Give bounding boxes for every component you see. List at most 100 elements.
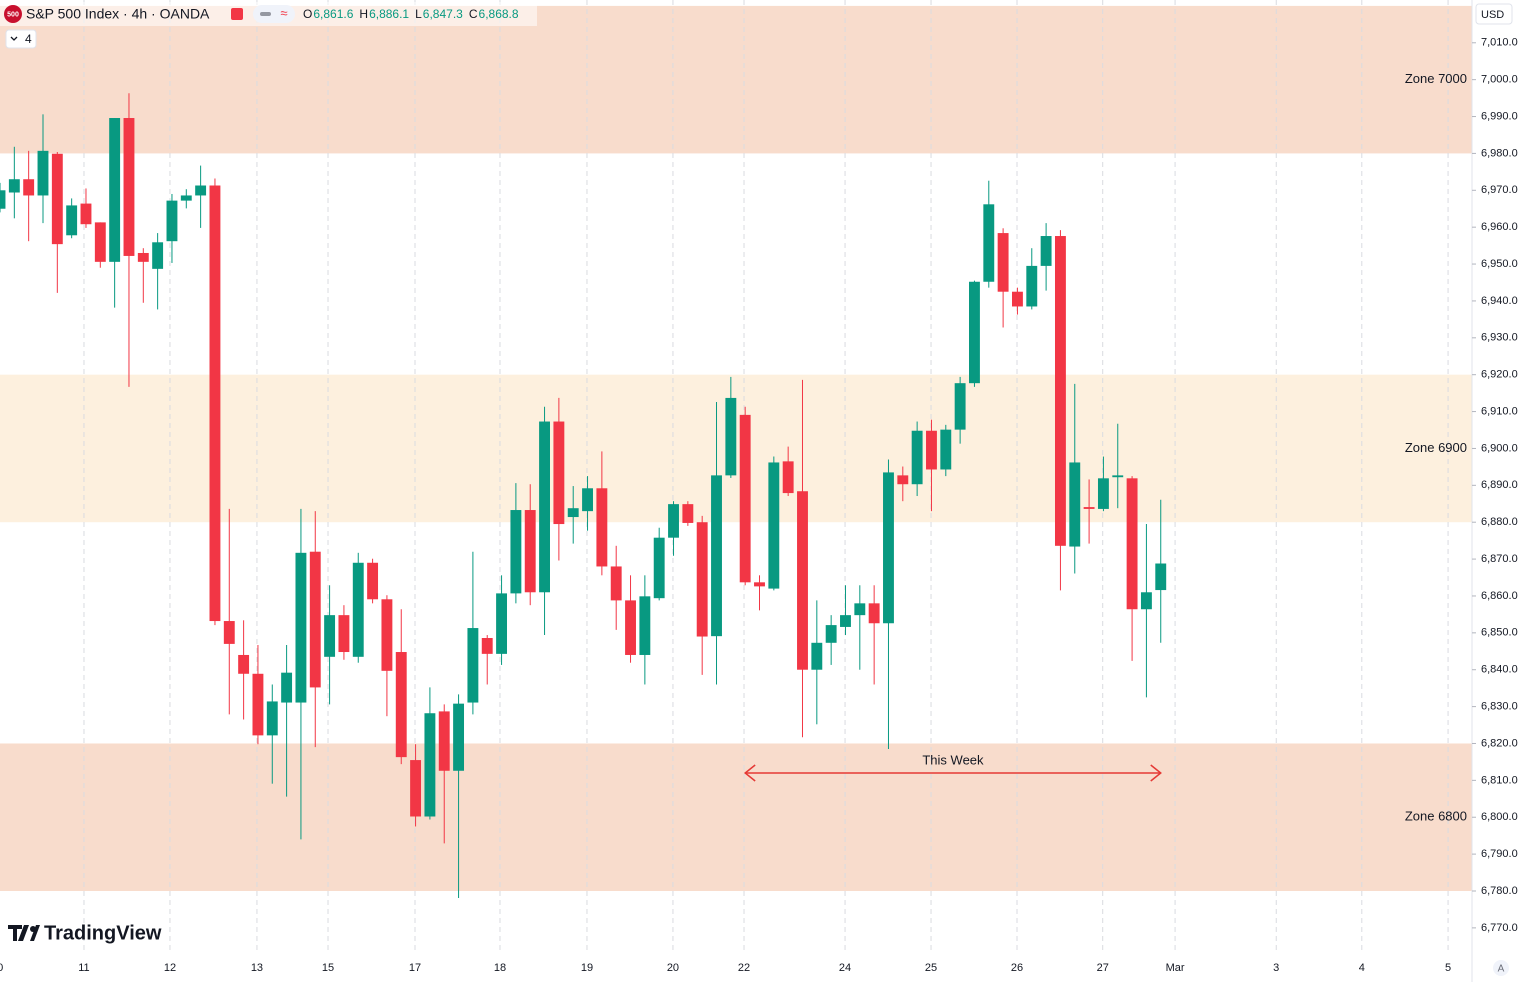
candle-body <box>295 552 307 703</box>
candle-body <box>782 461 794 494</box>
symbol-title[interactable]: S&P 500 Index · 4h · OANDA <box>26 6 210 22</box>
y-tick-label: 6,900.0 <box>1481 442 1518 454</box>
x-tick-label: 26 <box>1011 962 1023 974</box>
candle-body <box>969 281 980 384</box>
candle-body <box>868 603 880 624</box>
candle-body <box>195 185 207 196</box>
indicator-count: 4 <box>25 32 32 46</box>
status-icon: ≈ <box>280 5 287 20</box>
candle-body <box>696 522 708 637</box>
arrow-head <box>1150 764 1162 782</box>
zone-label: Zone 6900 <box>1405 440 1467 455</box>
candle-body <box>682 504 694 523</box>
candle-body <box>438 711 450 771</box>
y-tick-label: 6,780.0 <box>1481 885 1518 897</box>
y-tick-label: 6,850.0 <box>1481 627 1518 639</box>
candle-body <box>854 603 866 616</box>
candle-body <box>166 200 178 242</box>
candle-body <box>123 118 135 256</box>
candle-body <box>1155 563 1167 591</box>
y-tick-label: 7,000.0 <box>1481 74 1518 86</box>
candle-body <box>410 760 422 817</box>
ohlc-value: 6,868.8 <box>479 7 519 21</box>
y-tick-label: 6,890.0 <box>1481 479 1518 491</box>
candle-body <box>281 672 293 703</box>
candle-body <box>840 615 851 627</box>
currency-button[interactable] <box>1475 3 1513 25</box>
candle-body <box>1012 291 1023 307</box>
flag-icon[interactable] <box>231 8 243 20</box>
candle-body <box>467 628 479 703</box>
x-tick-label: 18 <box>494 962 506 974</box>
candle-body <box>739 414 751 583</box>
ohlc-label: O <box>303 7 312 21</box>
auto-scale-label: A <box>1498 964 1505 975</box>
candle-body <box>238 654 250 674</box>
candle-body <box>983 204 995 282</box>
candle-body <box>152 242 164 269</box>
candle-body <box>926 430 937 470</box>
y-tick-label: 6,950.0 <box>1481 258 1518 270</box>
candle-body <box>80 203 92 225</box>
ohlc-label: L <box>415 7 422 21</box>
x-tick-label: 12 <box>164 962 176 974</box>
auto-scale-button[interactable] <box>1493 960 1509 976</box>
candle-body <box>639 596 651 655</box>
x-tick-label: 5 <box>1445 962 1451 974</box>
y-tick-label: 6,790.0 <box>1481 848 1518 860</box>
indicator-toggle[interactable] <box>5 29 37 49</box>
y-tick-label: 6,830.0 <box>1481 701 1518 713</box>
candle-body <box>625 600 636 655</box>
annotation-label: This Week <box>922 752 984 767</box>
y-tick-label: 6,960.0 <box>1481 221 1518 233</box>
candle-body <box>209 185 221 622</box>
candle-body <box>496 593 508 654</box>
candle-body <box>1054 236 1066 546</box>
candle-body <box>510 510 522 594</box>
candle-body <box>524 510 536 593</box>
candle-body <box>109 118 121 262</box>
candle-body <box>1026 265 1038 307</box>
ohlc-label: H <box>359 7 368 21</box>
zone <box>0 5 1472 154</box>
candle-body <box>596 488 608 567</box>
candle-body <box>811 642 823 670</box>
candle-body <box>610 566 622 601</box>
candle-body <box>954 383 966 430</box>
y-tick-label: 6,910.0 <box>1481 405 1518 417</box>
x-tick-label: 3 <box>1273 962 1279 974</box>
x-tick-label: 25 <box>925 962 937 974</box>
ohlc-values: O 6,861.6 H 6,886.1 L 6,847.3 C 6,868.8 <box>303 7 519 21</box>
status-pill[interactable] <box>253 5 295 23</box>
symbol-badge: 500 <box>7 11 19 18</box>
candle-body <box>825 625 837 643</box>
y-tick-label: 6,770.0 <box>1481 922 1518 934</box>
y-tick-label: 6,880.0 <box>1481 516 1518 528</box>
candle-body <box>338 615 350 653</box>
candle-body <box>1126 478 1138 610</box>
x-tick-label: 19 <box>581 962 593 974</box>
candle-body <box>668 504 679 538</box>
header: 500 S&P 500 Index · 4h · OANDA ≈ O 6,861.… <box>0 2 537 49</box>
zone-label: Zone 6800 <box>1405 809 1467 824</box>
x-tick-label: 10 <box>0 962 3 974</box>
candle-body <box>37 150 49 196</box>
candle-body <box>940 429 952 470</box>
candle-body <box>223 621 235 644</box>
symbol-logo <box>4 5 22 23</box>
y-tick-label: 6,810.0 <box>1481 774 1518 786</box>
x-tick-label: 22 <box>738 962 750 974</box>
status-icon <box>260 12 271 16</box>
x-tick-label: 15 <box>322 962 334 974</box>
y-tick-label: 6,870.0 <box>1481 553 1518 565</box>
axes: Zone 7000 Zone 6900 Zone 6800 10 11 12 13 15 17 1… <box>0 37 1518 974</box>
candle-body <box>897 475 909 485</box>
x-tick-label: 4 <box>1359 962 1365 974</box>
y-tick-label: 6,860.0 <box>1481 590 1518 602</box>
watermark-text: TradingView <box>44 922 162 944</box>
candle-body <box>8 179 20 193</box>
candle-body <box>567 508 579 518</box>
y-tick-label: 6,920.0 <box>1481 369 1518 381</box>
candle-body <box>453 703 465 771</box>
